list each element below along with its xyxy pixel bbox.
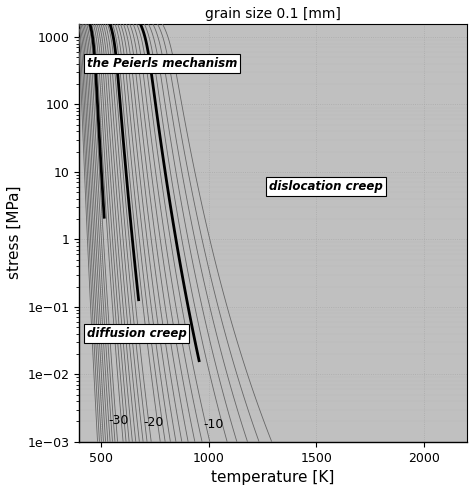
Text: dislocation creep: dislocation creep [269,181,383,193]
Text: -20: -20 [143,416,163,429]
Title: grain size 0.1 [mm]: grain size 0.1 [mm] [205,7,341,21]
Y-axis label: stress [MPa]: stress [MPa] [7,186,22,279]
Text: -30: -30 [109,414,129,428]
Text: the Peierls mechanism: the Peierls mechanism [87,58,237,70]
Text: diffusion creep: diffusion creep [87,327,186,340]
Text: -10: -10 [203,418,224,430]
X-axis label: temperature [K]: temperature [K] [211,470,335,485]
